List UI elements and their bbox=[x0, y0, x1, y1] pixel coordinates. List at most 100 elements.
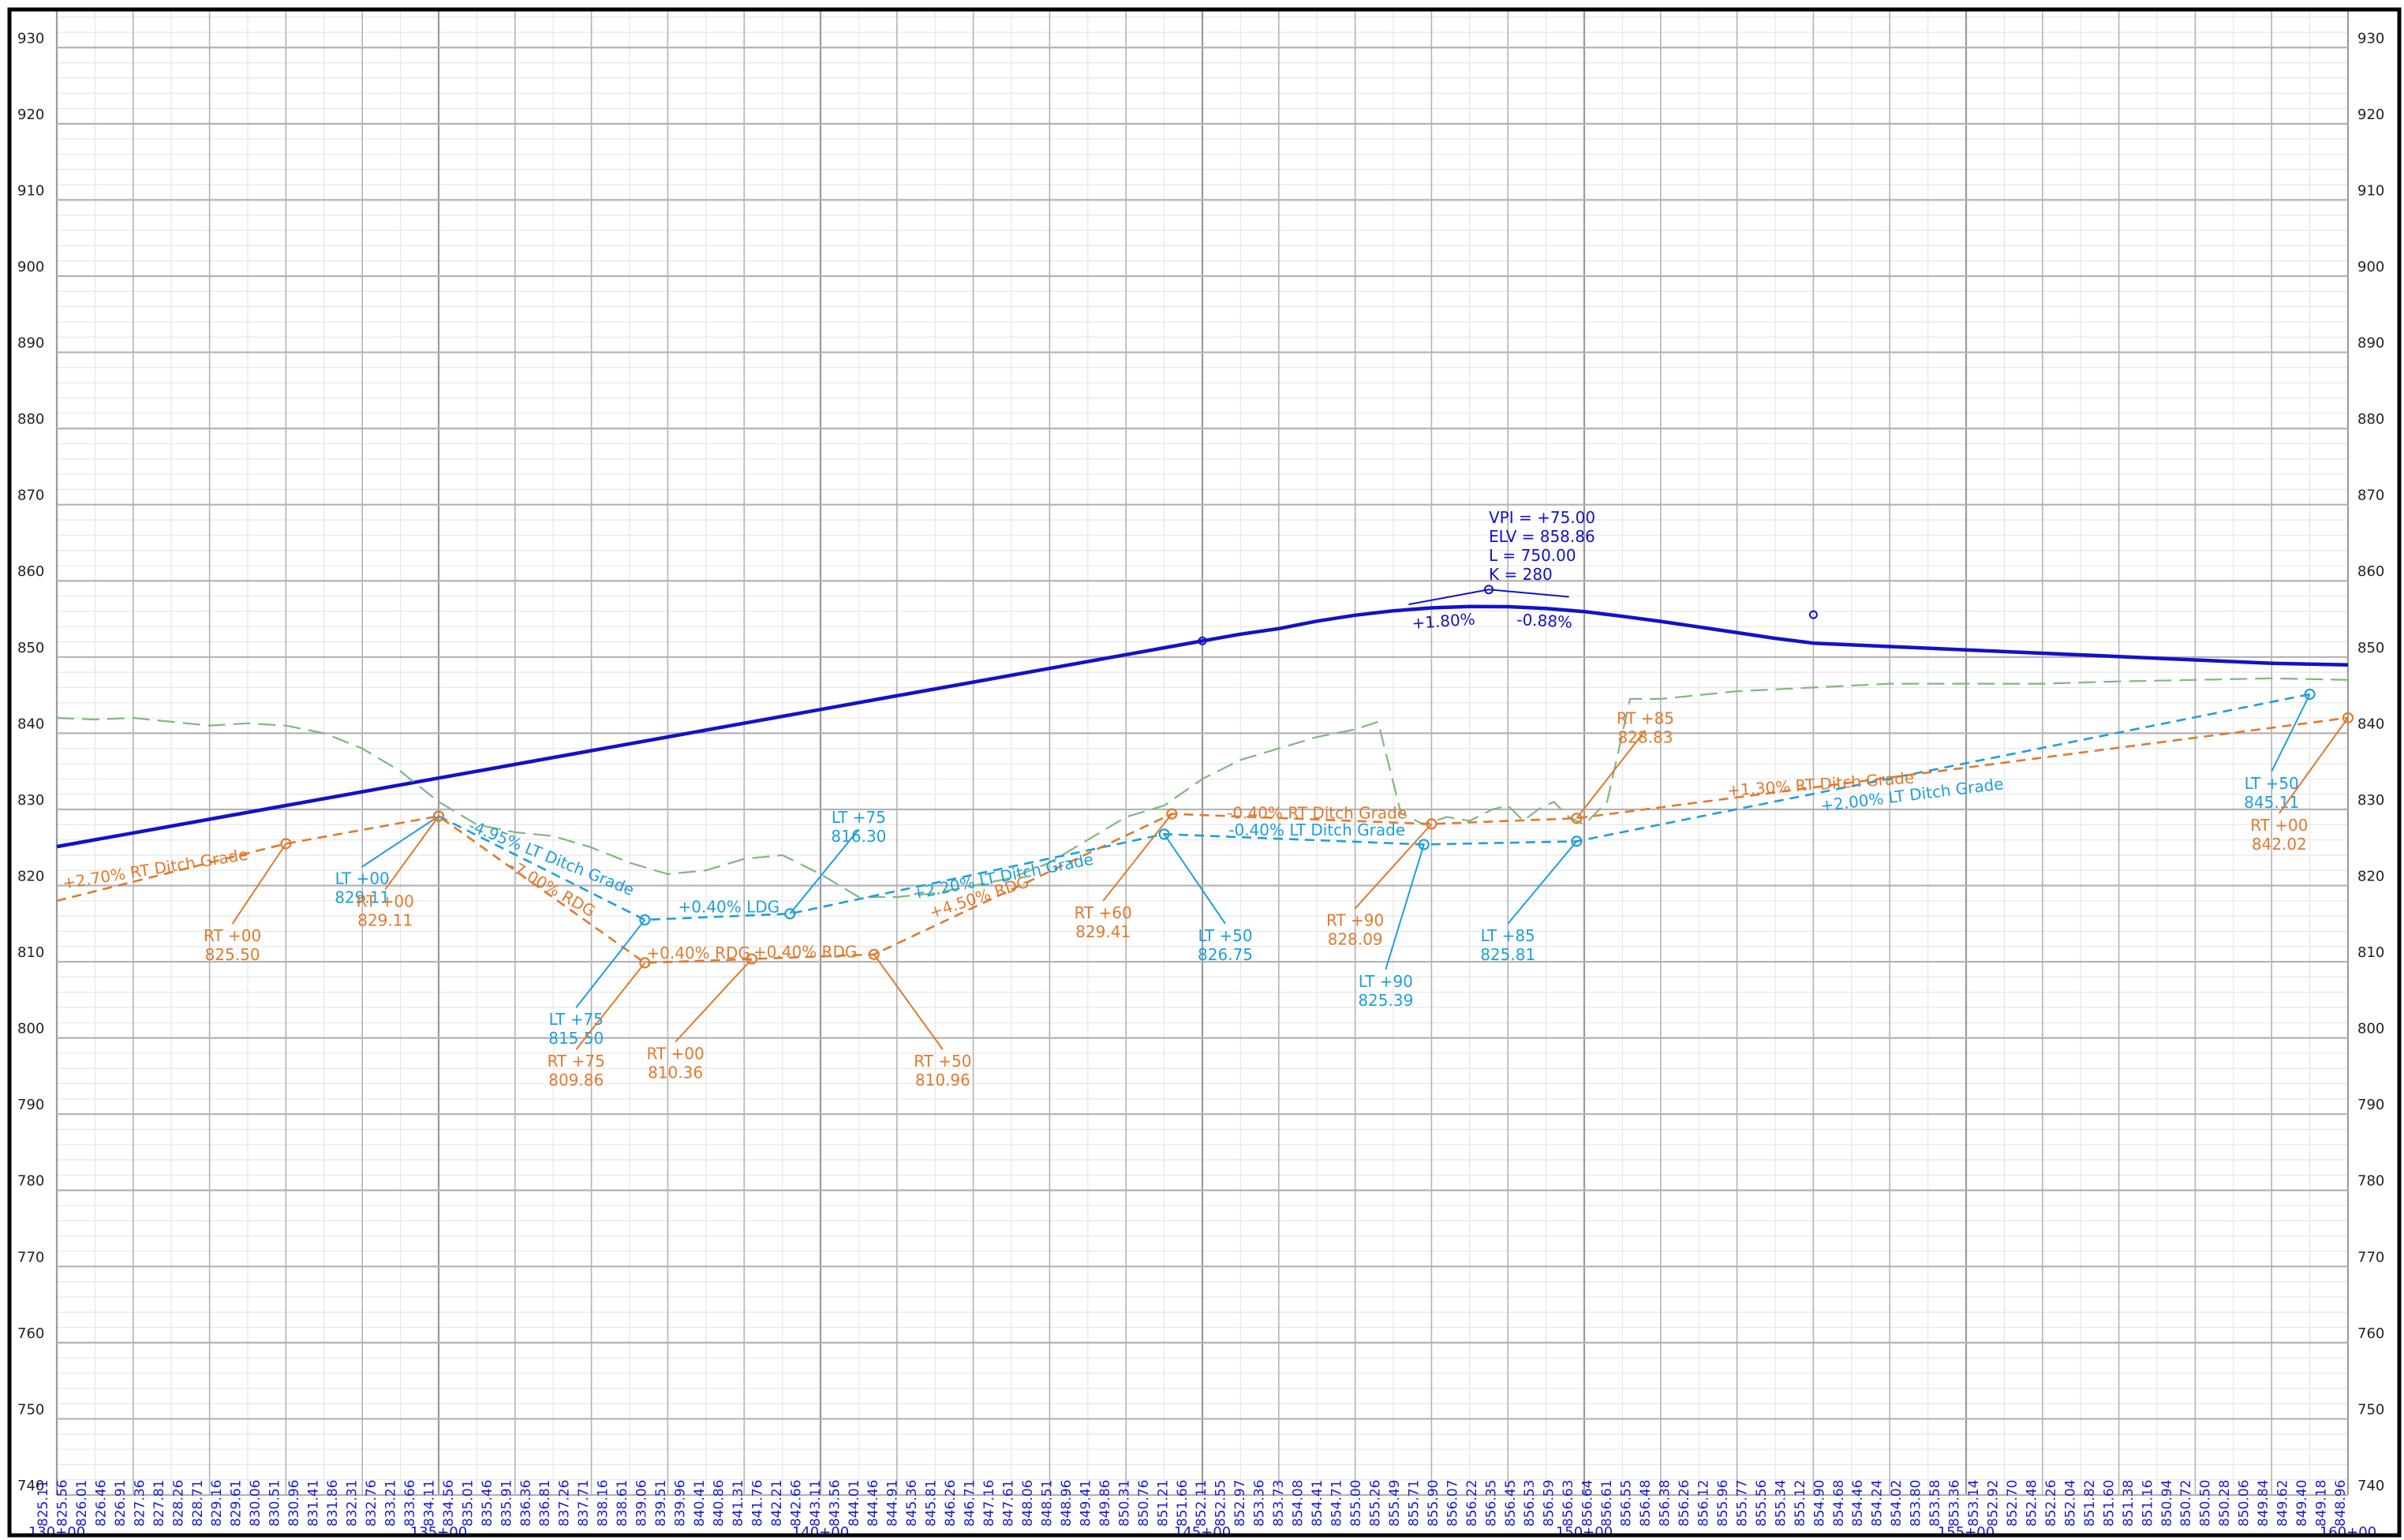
station-elevation-label: 831.86 bbox=[325, 1480, 341, 1527]
station-elevation-label: 851.60 bbox=[2101, 1480, 2117, 1527]
rt-leader-line bbox=[675, 958, 753, 1043]
station-elevation-label: 856.63 bbox=[1561, 1480, 1576, 1527]
elevation-tick-label-left: 930 bbox=[17, 30, 44, 47]
station-elevation-labels: 825.11 825.56 826.01 826.46 826.91 827.36 827.… bbox=[36, 1480, 2349, 1527]
rt-point-value: 810.96 bbox=[915, 1071, 970, 1090]
proposed-profile-line bbox=[56, 604, 2349, 849]
station-elevation-label: 855.34 bbox=[1773, 1480, 1789, 1527]
station-elevation-label: 855.71 bbox=[1406, 1480, 1422, 1527]
elevation-tick-label-right: 850 bbox=[2357, 640, 2384, 656]
station-elevation-label: 827.81 bbox=[151, 1480, 167, 1527]
elevation-tick-label-right: 760 bbox=[2357, 1325, 2384, 1342]
station-elevation-label: 848.51 bbox=[1040, 1480, 1056, 1527]
lt-point-value: 829.11 bbox=[335, 888, 390, 906]
elevation-tick-label-left: 870 bbox=[17, 488, 44, 504]
station-elevation-label: 841.76 bbox=[750, 1480, 765, 1527]
vpi-box: VPI = +75.00 ELV = 858.86 L = 750.00 K =… bbox=[1411, 508, 1595, 633]
elevation-tick-label-left: 810 bbox=[17, 944, 44, 961]
station-elevation-label: 826.01 bbox=[74, 1480, 90, 1527]
station-elevation-label: 852.26 bbox=[2043, 1480, 2059, 1527]
station-elevation-label: 854.71 bbox=[1329, 1480, 1345, 1527]
station-elevation-label: 845.36 bbox=[904, 1480, 920, 1527]
station-elevation-label: 837.26 bbox=[557, 1480, 573, 1527]
station-elevation-label: 856.38 bbox=[1658, 1480, 1673, 1527]
station-elevation-label: 856.64 bbox=[1580, 1480, 1596, 1527]
lt-point-marker bbox=[639, 914, 651, 926]
rt-point-label: RT +50 bbox=[914, 1052, 971, 1071]
station-elevation-label: 846.71 bbox=[963, 1480, 978, 1527]
rt-leader-line bbox=[575, 962, 646, 1050]
station-elevation-label: 849.41 bbox=[1078, 1480, 1094, 1527]
elevation-tick-label-right: 780 bbox=[2357, 1173, 2384, 1190]
elevation-tick-label-right: 830 bbox=[2357, 792, 2384, 809]
rt-leader-line bbox=[231, 843, 287, 925]
profile-pvc-marker bbox=[1808, 610, 1818, 619]
station-elevation-label: 845.81 bbox=[924, 1480, 940, 1527]
elevation-tick-label-left: 780 bbox=[17, 1173, 44, 1190]
station-elevation-label: 851.82 bbox=[2082, 1480, 2098, 1527]
station-elevation-label: 825.56 bbox=[55, 1480, 71, 1527]
station-elevation-label: 853.36 bbox=[1947, 1480, 1963, 1527]
station-elevation-label: 856.61 bbox=[1599, 1480, 1615, 1527]
lt-point-value: 825.39 bbox=[1358, 991, 1413, 1010]
rt-point-value: 829.41 bbox=[1075, 922, 1131, 941]
existing-ground-line bbox=[56, 677, 2349, 899]
station-elevation-label: 854.24 bbox=[1870, 1480, 1886, 1527]
elevation-tick-label-right: 750 bbox=[2357, 1401, 2384, 1418]
rt-point-label: RT +90 bbox=[1326, 911, 1384, 930]
grade-label: +0.40% RDG bbox=[646, 944, 750, 962]
station-elevation-label: 849.86 bbox=[1097, 1480, 1113, 1527]
station-elevation-label: 856.45 bbox=[1503, 1480, 1519, 1527]
station-elevation-label: 844.91 bbox=[885, 1480, 901, 1527]
station-elevation-label: 856.55 bbox=[1619, 1480, 1635, 1527]
vpi-grade-out-label: -0.88% bbox=[1516, 610, 1573, 632]
elevation-tick-label-right: 810 bbox=[2357, 944, 2384, 961]
station-elevation-label: 850.06 bbox=[2237, 1480, 2253, 1527]
station-elevation-label: 852.48 bbox=[2025, 1480, 2040, 1527]
station-elevation-label: 850.50 bbox=[2198, 1480, 2214, 1527]
station-elevation-label: 852.92 bbox=[1986, 1480, 2002, 1527]
elevation-tick-label-right: 790 bbox=[2357, 1097, 2384, 1113]
lt-point-value: 815.50 bbox=[548, 1029, 604, 1048]
elevation-tick-label-left: 890 bbox=[17, 335, 44, 352]
rt-point-marker bbox=[280, 838, 292, 850]
rt-point-marker bbox=[1571, 813, 1583, 824]
station-elevation-label: 834.56 bbox=[441, 1480, 457, 1527]
station-elevation-label: 837.71 bbox=[576, 1480, 592, 1527]
elevation-tick-label-left: 750 bbox=[17, 1401, 44, 1418]
station-elevation-label: 832.76 bbox=[364, 1480, 379, 1527]
vpi-grade-out-line bbox=[1488, 589, 1569, 598]
station-elevation-label: 827.36 bbox=[132, 1480, 148, 1527]
rt-point-label: RT +85 bbox=[1617, 709, 1674, 728]
lt-point-value: 826.75 bbox=[1198, 945, 1253, 964]
grade-label: -0.40% LT Ditch Grade bbox=[1228, 820, 1405, 839]
elevation-tick-label-right: 740 bbox=[2357, 1478, 2384, 1494]
station-elevation-label: 853.80 bbox=[1909, 1480, 1924, 1527]
rt-point-label: RT +60 bbox=[1075, 903, 1132, 922]
station-tick-label: 160+00 bbox=[2320, 1524, 2376, 1540]
rt-point-value: 825.50 bbox=[205, 945, 260, 964]
station-elevation-label: 848.96 bbox=[1059, 1480, 1075, 1527]
station-elevation-label: 829.61 bbox=[229, 1480, 245, 1527]
rt-leader-line bbox=[384, 815, 439, 891]
rt-leader-line bbox=[2279, 717, 2349, 814]
lt-point-label: LT +75 bbox=[832, 808, 886, 827]
station-elevation-label: 829.16 bbox=[209, 1480, 225, 1527]
station-elevation-label: 855.56 bbox=[1754, 1480, 1770, 1527]
station-elevation-label: 849.84 bbox=[2256, 1480, 2271, 1527]
elevation-tick-label-left: 880 bbox=[17, 411, 44, 428]
lt-point-label: LT +00 bbox=[335, 869, 390, 888]
station-elevation-label: 826.91 bbox=[113, 1480, 129, 1527]
elevation-tick-label-left: 860 bbox=[17, 563, 44, 580]
station-elevation-label: 831.41 bbox=[306, 1480, 322, 1527]
rt-point-label: RT +00 bbox=[204, 926, 261, 945]
station-elevation-label: 834.11 bbox=[421, 1480, 437, 1527]
elevation-tick-label-left: 840 bbox=[17, 716, 44, 732]
rt-point-label: RT +75 bbox=[548, 1052, 605, 1071]
station-tick-label: 145+00 bbox=[1174, 1524, 1231, 1540]
station-elevation-label: 856.22 bbox=[1464, 1480, 1480, 1527]
lt-point-marker bbox=[2304, 688, 2316, 701]
elevation-tick-label-left: 800 bbox=[17, 1021, 44, 1037]
station-elevation-label: 830.06 bbox=[248, 1480, 264, 1527]
station-elevation-label: 825.11 bbox=[36, 1480, 51, 1527]
